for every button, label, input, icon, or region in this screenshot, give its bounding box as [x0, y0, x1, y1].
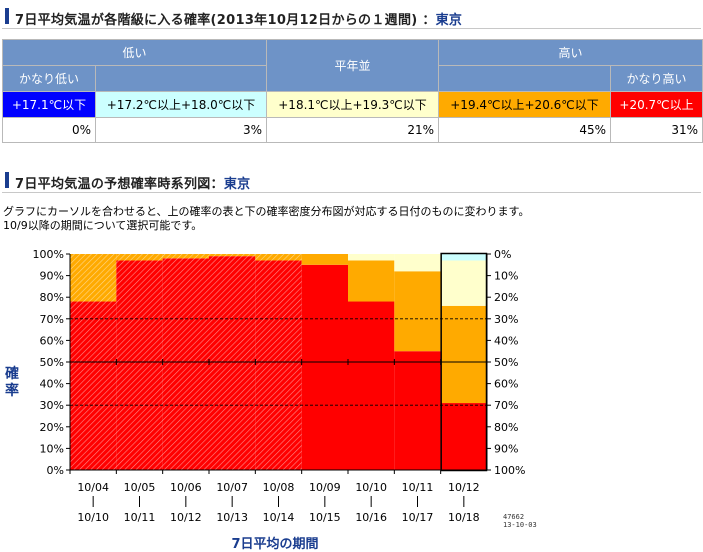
x-tick-label-start: 10/04 [77, 481, 109, 494]
y-tick-label-right: 60% [494, 378, 518, 391]
selected-period-highlight[interactable] [440, 252, 488, 472]
bar-segment[interactable] [394, 254, 441, 272]
y-tick-label-left: 60% [40, 334, 64, 347]
x-tick-label-start: 10/08 [263, 481, 295, 494]
y-tick-label-right: 70% [494, 399, 518, 412]
timeseries-title-prefix: 7日平均気温の予想確率時系列図： [15, 177, 224, 192]
y-tick-label-right: 10% [494, 270, 518, 283]
y-tick-label-left: 20% [40, 421, 64, 434]
bar-segment[interactable] [348, 301, 395, 470]
stamp-station: 47662 [503, 513, 525, 521]
range-normal: +18.1℃以上+19.3℃以下 [266, 91, 440, 118]
x-tick-label-start: 10/11 [402, 481, 434, 494]
group-normal-header: 平年並 [266, 39, 440, 92]
y-tick-label-left: 40% [40, 378, 64, 391]
y-tick-label-right: 80% [494, 421, 518, 434]
percent-high: 45% [438, 117, 612, 143]
bar-segment[interactable] [440, 260, 487, 306]
y-tick-label-left: 70% [40, 313, 64, 326]
description-line-2: 10/9以降の期間について選択可能です。 [3, 219, 203, 232]
much-low-header: かなり低い [2, 65, 96, 92]
table-group-row: 低い 平年並 高い [1, 39, 703, 92]
x-tick-label-end: 10/10 [77, 511, 109, 524]
percent-normal: 21% [266, 117, 440, 143]
range-much-low: +17.1℃以下 [2, 91, 96, 118]
y-axis-label: 確率 [5, 366, 19, 399]
y-tick-label-right: 90% [494, 442, 518, 455]
range-low: +17.2℃以上+18.0℃以下 [94, 91, 268, 118]
bar-segment[interactable] [348, 254, 395, 261]
percent-much-low: 0% [2, 117, 96, 143]
title-accent-bar [5, 8, 9, 24]
y-tick-label-left: 90% [40, 270, 64, 283]
bar-segment[interactable] [301, 264, 348, 470]
x-tick-label-end: 10/13 [216, 511, 248, 524]
group-high-header: 高い [438, 39, 703, 66]
table-range-row: +17.1℃以下 +17.2℃以上+18.0℃以下 +18.1℃以上+19.3℃… [2, 91, 703, 118]
y-tick-label-right: 20% [494, 291, 518, 304]
x-tick-label-end: 10/16 [355, 511, 387, 524]
much-high-header: かなり高い [610, 65, 703, 92]
x-tick-label-start: 10/10 [355, 481, 387, 494]
probability-section-title: 7日平均気温が各階級に入る確率(2013年10月12日からの１週間) ：東京 [2, 4, 701, 29]
x-tick-label-end: 10/12 [170, 511, 202, 524]
x-tick-label-start: 10/06 [170, 481, 202, 494]
probability-title-prefix: 7日平均気温が各階級に入る確率(2013年10月12日からの１週間) ： [15, 13, 436, 28]
y-tick-label-left: 30% [40, 399, 64, 412]
y-tick-label-right: 40% [494, 334, 518, 347]
y-tick-label-left: 100% [33, 248, 64, 261]
x-axis-label: 7日平均の期間 [231, 537, 319, 552]
x-tick-label-end: 10/17 [402, 511, 434, 524]
x-tick-label-start: 10/12 [448, 481, 480, 494]
bar-segment[interactable] [394, 351, 441, 470]
timeseries-title-text: 7日平均気温の予想確率時系列図：東京 [15, 173, 250, 192]
y-tick-label-right: 50% [494, 356, 518, 369]
timeseries-title-city: 東京 [223, 177, 251, 192]
x-tick-label-start: 10/05 [124, 481, 156, 494]
group-low-header: 低い [1, 39, 268, 66]
bar-segment[interactable] [394, 271, 441, 352]
range-high: +19.4℃以上+20.6℃以下 [438, 91, 612, 118]
percent-much-high: 31% [610, 117, 703, 143]
y-tick-label-left: 80% [40, 291, 64, 304]
probability-title-text: 7日平均気温が各階級に入る確率(2013年10月12日からの１週間) ：東京 [15, 9, 462, 28]
low-header-blank [94, 65, 268, 92]
chart-stamp: 47662 13-10-03 [503, 513, 537, 529]
y-tick-label-left: 50% [40, 356, 64, 369]
x-tick-label-end: 10/11 [124, 511, 156, 524]
x-tick-label-end: 10/14 [263, 511, 295, 524]
y-tick-label-left: 0% [47, 464, 64, 477]
probability-table: 低い 平年並 高い かなり低い かなり高い +17.1℃以下 +17.2℃以上+… [1, 39, 703, 143]
description-line-1: グラフにカーソルを合わせると、上の確率の表と下の確率密度分布図が対応する日付のも… [3, 205, 530, 218]
probability-title-city: 東京 [435, 13, 463, 28]
bar-segment[interactable] [348, 260, 395, 302]
x-tick-label-start: 10/07 [216, 481, 248, 494]
x-tick-label-start: 10/09 [309, 481, 341, 494]
percent-low: 3% [94, 117, 268, 143]
table-percent-row: 0% 3% 21% 45% 31% [2, 117, 703, 143]
y-tick-label-left: 10% [40, 442, 64, 455]
y-tick-label-right: 30% [494, 313, 518, 326]
bar-segment[interactable] [301, 254, 348, 265]
timeseries-section-title: 7日平均気温の予想確率時系列図：東京 [2, 168, 701, 193]
y-tick-label-right: 0% [494, 248, 511, 261]
x-tick-label-end: 10/15 [309, 511, 341, 524]
bar-segment[interactable] [440, 254, 487, 261]
chart-description: グラフにカーソルを合わせると、上の確率の表と下の確率密度分布図が対応する日付のも… [3, 205, 529, 233]
title-accent-bar [5, 172, 9, 188]
bar-segment[interactable] [440, 305, 487, 404]
x-tick-label-end: 10/18 [448, 511, 480, 524]
y-tick-label-right: 100% [494, 464, 525, 477]
bar-segment[interactable] [440, 403, 487, 470]
stamp-date: 13-10-03 [503, 521, 537, 529]
